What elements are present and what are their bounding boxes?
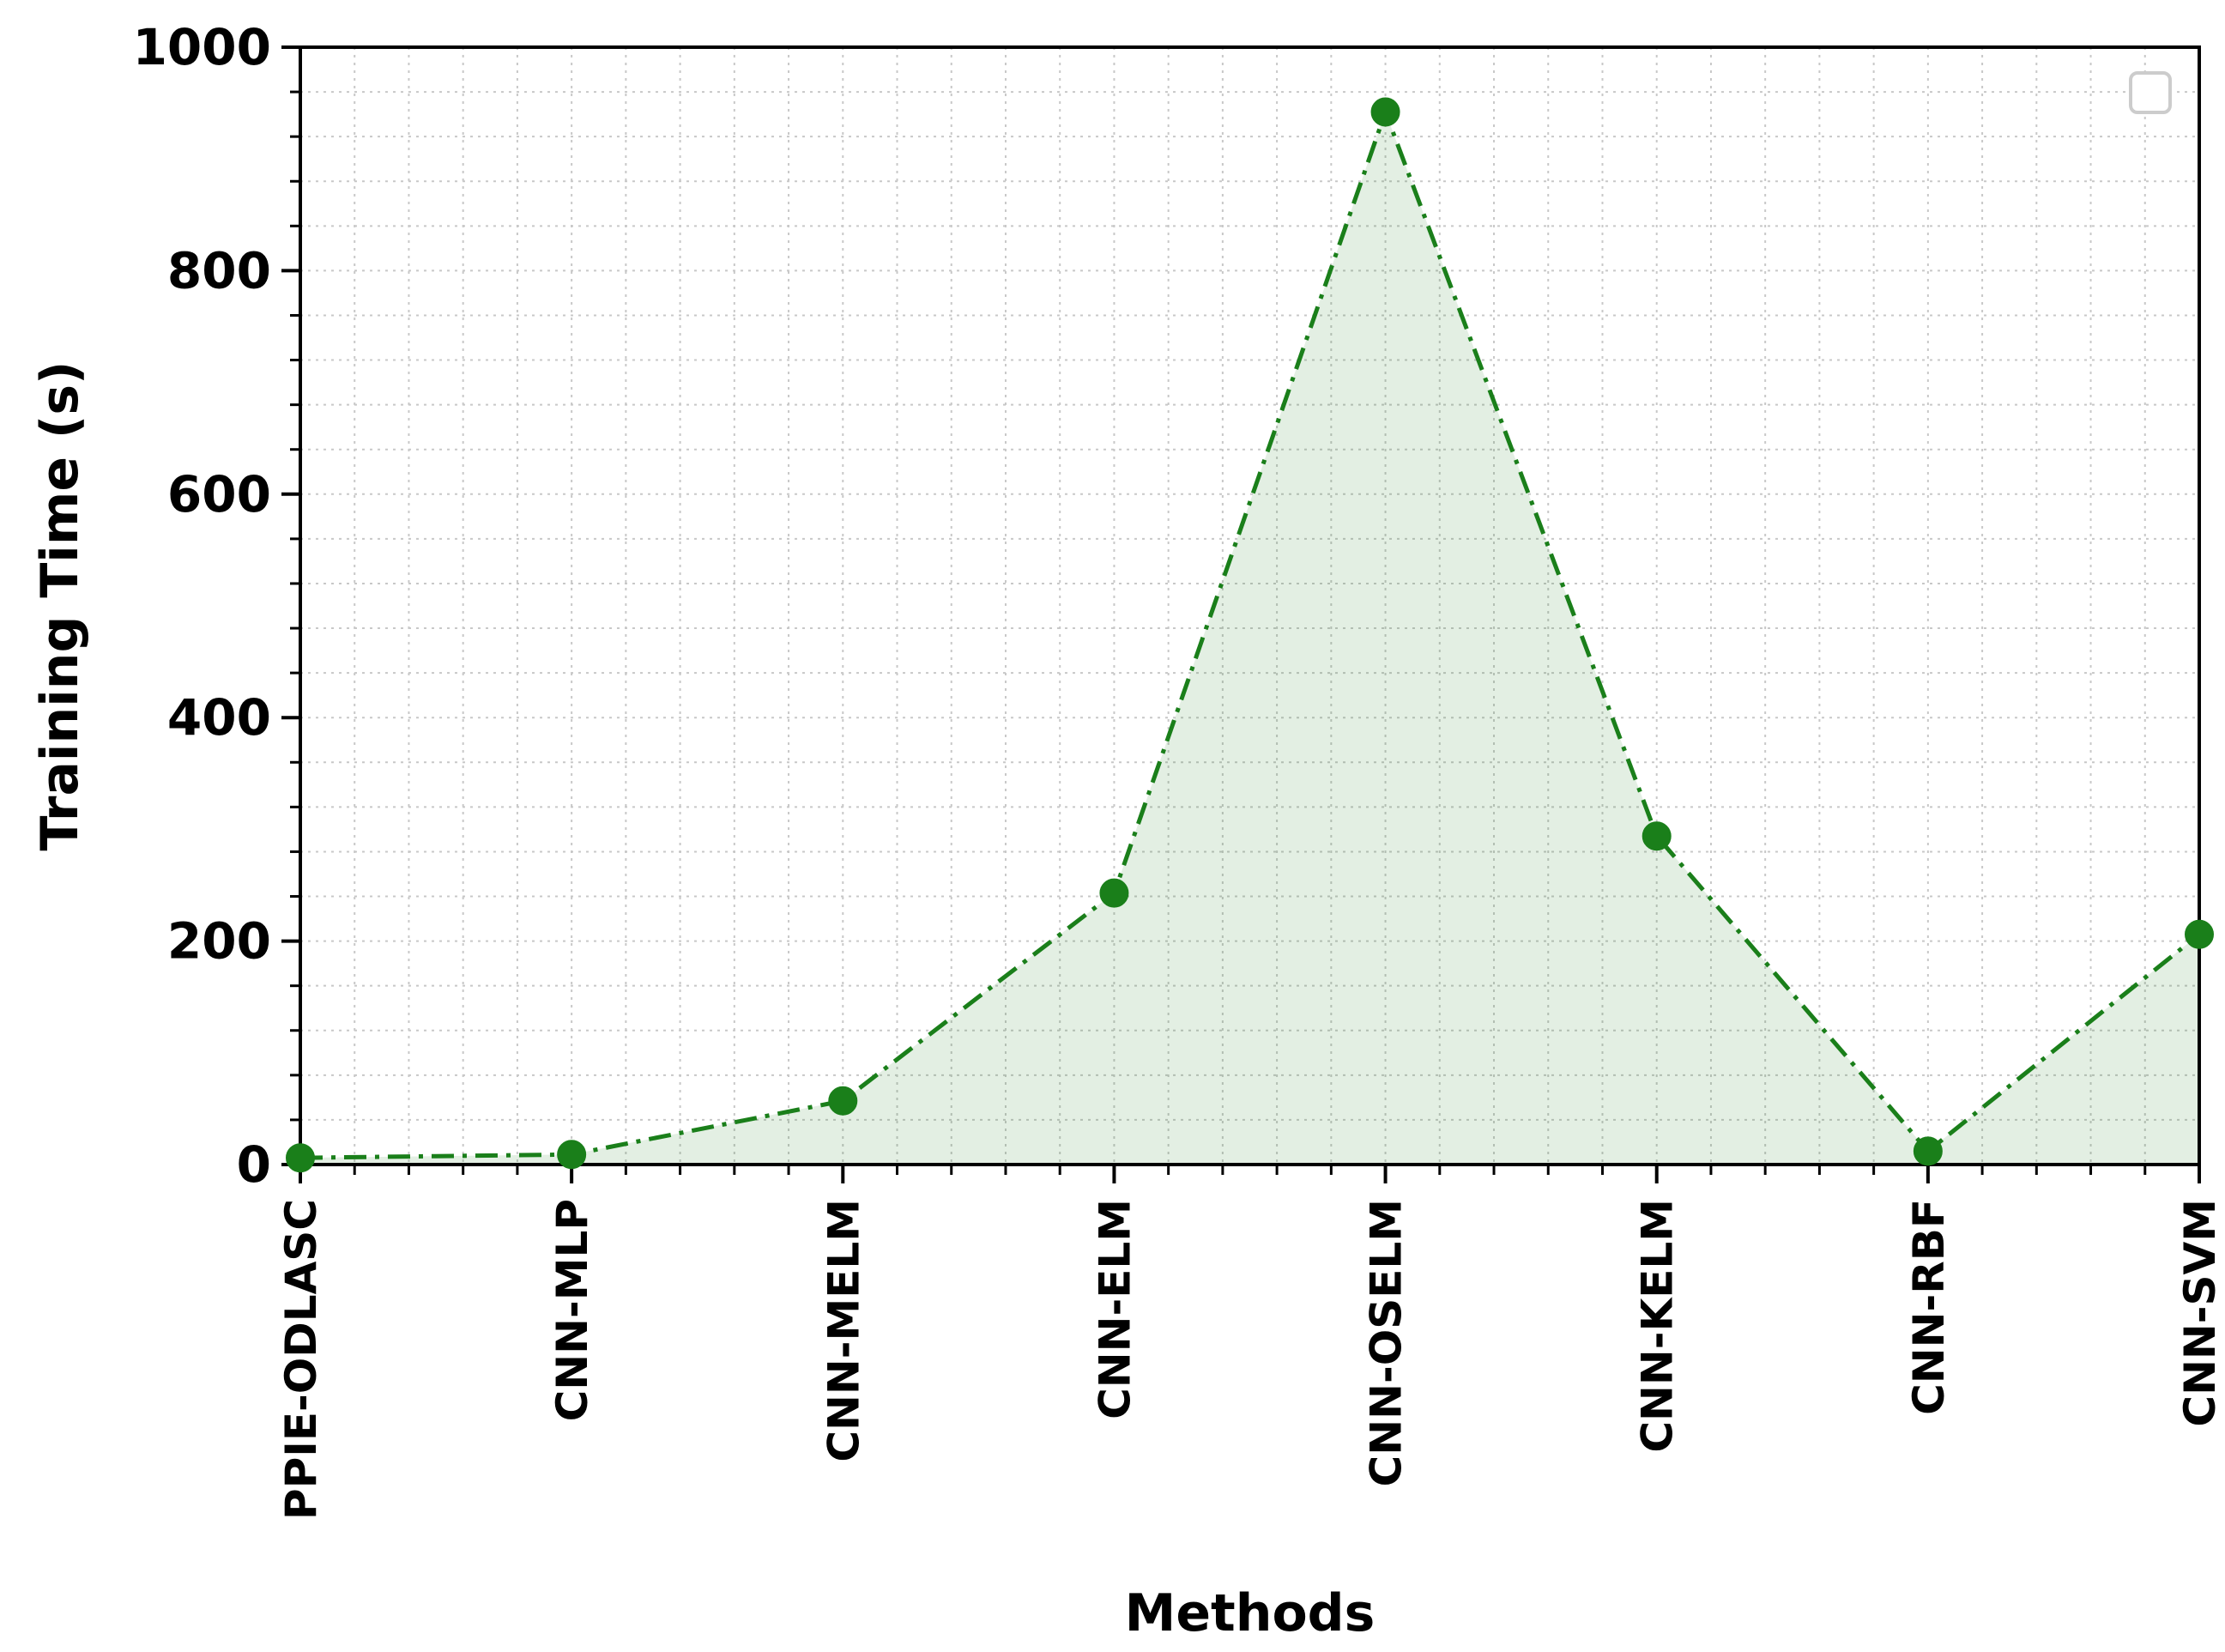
- y-axis-label: Training Time (s): [30, 361, 90, 851]
- y-tick-label: 200: [167, 912, 271, 971]
- y-tick-label: 800: [167, 241, 271, 300]
- x-tick-label: CNN-KELM: [1633, 1199, 1683, 1453]
- x-tick-label: CNN-MELM: [819, 1199, 868, 1462]
- series-line: [299, 110, 2201, 1160]
- data-point: [828, 1086, 858, 1116]
- x-tick-label: CNN-RBF: [1904, 1199, 1954, 1415]
- x-tick-label: CNN-MLP: [547, 1199, 597, 1421]
- data-point: [1370, 97, 1400, 127]
- series-line-layer: [299, 110, 2201, 1160]
- data-point: [286, 1143, 315, 1173]
- plot-frame-rect: [299, 45, 2201, 1166]
- y-tick-label: 0: [237, 1135, 271, 1194]
- y-tick-label: 600: [167, 465, 271, 523]
- data-point: [2185, 919, 2214, 949]
- y-tick-label: 1000: [133, 18, 271, 76]
- data-point: [557, 1140, 587, 1170]
- data-point: [1099, 878, 1129, 908]
- data-point: [1642, 821, 1672, 851]
- x-tick-label: CNN-ELM: [1090, 1199, 1140, 1419]
- data-point: [1913, 1136, 1943, 1166]
- x-axis-label: Methods: [1125, 1583, 1376, 1643]
- grid: [299, 46, 2200, 1165]
- legend-box: [2129, 71, 2172, 114]
- y-tick-label: 400: [167, 688, 271, 747]
- series-markers: [286, 97, 2214, 1173]
- area-fill: [300, 112, 2199, 1165]
- axis-labels: Training Time (s) Methods: [30, 361, 1375, 1643]
- area-fill-layer: [300, 112, 2199, 1165]
- x-tick-label: CNN-OSELM: [1362, 1199, 1412, 1486]
- x-tick-label: PPIE-ODLASC: [276, 1199, 326, 1520]
- plot-frame: [299, 45, 2201, 1166]
- axis-ticks: 0 200 400 600 800 1000 PPIE-ODLASC CNN-MLP CNN-M…: [133, 18, 2225, 1520]
- x-tick-label: CNN-SVM: [2175, 1199, 2225, 1427]
